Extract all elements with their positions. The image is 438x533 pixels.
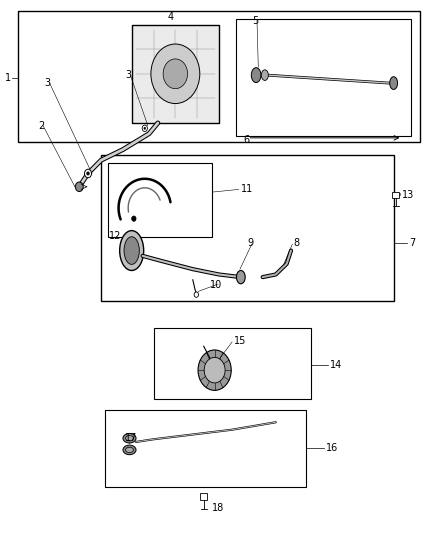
Text: 14: 14 [330,360,343,370]
Text: 9: 9 [247,238,254,247]
Ellipse shape [390,77,398,90]
Ellipse shape [123,433,136,443]
Bar [132,25,219,123]
Ellipse shape [120,231,144,270]
Text: 15: 15 [234,336,247,346]
Ellipse shape [251,68,261,83]
Text: 18: 18 [212,503,225,513]
Bar [18,11,420,142]
Circle shape [163,59,187,88]
Text: 1: 1 [5,73,11,83]
Bar [106,410,306,487]
Text: 3: 3 [125,70,131,80]
Circle shape [142,125,148,132]
Bar [108,163,212,237]
Ellipse shape [126,447,134,453]
Circle shape [194,292,198,297]
Text: 8: 8 [293,238,299,247]
Ellipse shape [237,270,245,284]
Text: 5: 5 [252,16,258,26]
Text: 12: 12 [109,231,121,241]
Text: 16: 16 [326,443,338,453]
Bar [153,328,311,399]
Ellipse shape [126,435,134,441]
Text: 11: 11 [241,184,253,195]
Ellipse shape [261,70,268,80]
Bar [200,494,207,500]
Bar [392,191,399,198]
Circle shape [204,358,225,383]
Text: 17: 17 [125,433,138,443]
Circle shape [132,216,136,221]
Ellipse shape [123,445,136,455]
Bar [101,155,394,301]
Text: 10: 10 [210,280,223,290]
Circle shape [87,172,89,175]
Circle shape [75,182,83,191]
Circle shape [151,44,200,103]
Circle shape [85,169,92,177]
Circle shape [198,350,231,390]
Text: 6: 6 [243,135,249,145]
Ellipse shape [124,237,139,264]
Circle shape [144,127,146,130]
Text: 7: 7 [409,238,415,247]
Text: 3: 3 [44,78,50,88]
Text: 13: 13 [403,190,415,200]
Text: 2: 2 [38,120,44,131]
Bar [237,19,411,136]
Text: 4: 4 [168,12,174,22]
